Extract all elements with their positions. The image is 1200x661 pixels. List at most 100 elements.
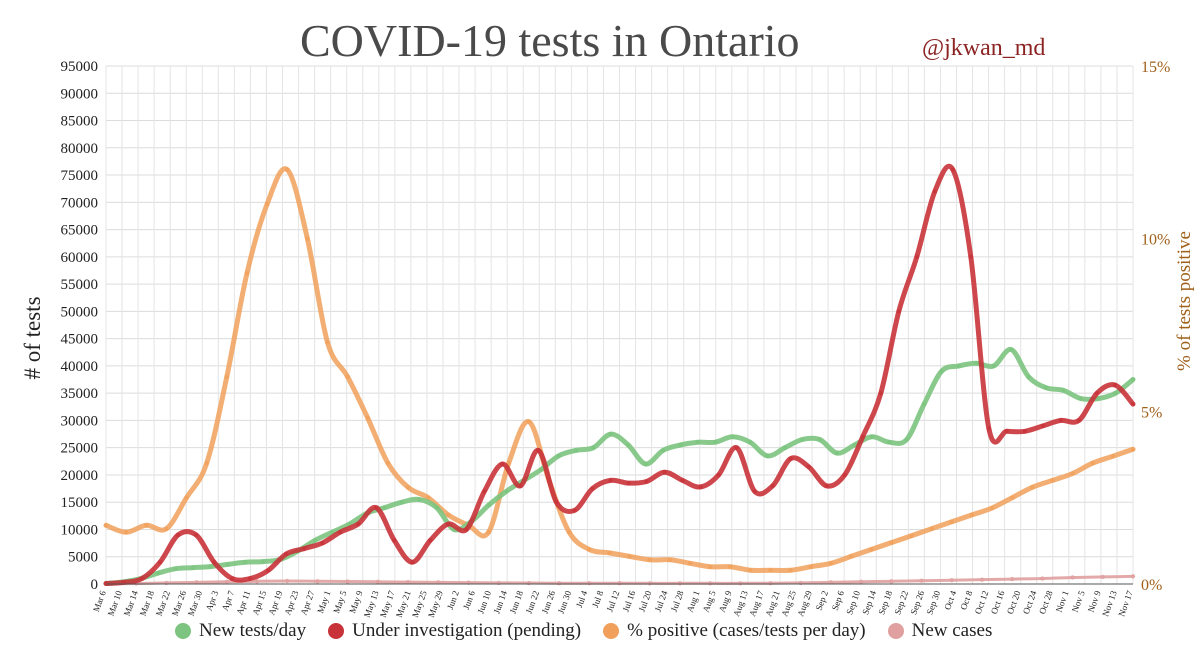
data-point-new-cases bbox=[1100, 574, 1105, 580]
legend-marker-pending bbox=[328, 623, 345, 639]
data-point-under-investigation-pending bbox=[590, 486, 595, 491]
legend-item-positive: % positive (cases/tests per day) bbox=[603, 620, 866, 642]
x-tick-label: Oct 8 bbox=[958, 589, 974, 611]
data-point-under-investigation-pending bbox=[734, 445, 739, 450]
data-point-under-investigation-pending bbox=[1112, 382, 1118, 388]
data-point-under-investigation-pending bbox=[1076, 418, 1082, 423]
legend-marker-tests bbox=[175, 623, 191, 639]
data-point-new-tests-day bbox=[974, 360, 979, 366]
y-tick-label: 85000 bbox=[61, 114, 99, 130]
chart-title: COVID-19 tests in Ontario bbox=[300, 15, 800, 66]
x-tick-label: Oct 16 bbox=[989, 589, 1007, 616]
data-point-new-tests-day bbox=[782, 445, 788, 450]
legend-label-tests: New tests/day bbox=[199, 620, 307, 641]
data-point-new-cases bbox=[194, 580, 199, 585]
x-tick-label: Jul 28 bbox=[669, 589, 686, 613]
x-tick-label: Jul 4 bbox=[574, 589, 589, 609]
data-point-new-cases bbox=[707, 581, 713, 586]
data-point-under-investigation-pending bbox=[121, 580, 127, 585]
data-point-new-tests-day bbox=[991, 363, 996, 369]
x-tick-label: Sep 2 bbox=[814, 589, 830, 611]
data-point-new-cases bbox=[889, 579, 894, 584]
x-tick-label: Apr 3 bbox=[204, 589, 221, 612]
data-point-positive-cases-tests-per-day bbox=[285, 167, 290, 172]
x-tick-label: Sep 30 bbox=[924, 589, 942, 616]
data-point-positive-cases-tests-per-day bbox=[184, 495, 189, 500]
data-point-new-tests-day bbox=[730, 434, 735, 439]
data-point-new-tests-day bbox=[1095, 396, 1101, 401]
data-point-new-cases bbox=[526, 580, 532, 586]
x-tick-label: Jun 18 bbox=[508, 589, 526, 615]
data-point-new-tests-day bbox=[921, 401, 927, 407]
data-point-new-tests-day bbox=[538, 467, 544, 472]
y-tick-label: 25000 bbox=[61, 441, 99, 457]
x-tick-label: Nov 9 bbox=[1086, 589, 1103, 614]
data-point-positive-cases-tests-per-day bbox=[325, 340, 330, 345]
data-point-new-tests-day bbox=[504, 489, 509, 494]
data-point-new-tests-day bbox=[939, 369, 944, 374]
data-point-under-investigation-pending bbox=[662, 470, 667, 475]
data-point-new-cases bbox=[556, 580, 562, 586]
y-tick-label: 70000 bbox=[61, 195, 99, 211]
y-tick-label: 40000 bbox=[61, 359, 99, 375]
data-point-positive-cases-tests-per-day bbox=[1070, 471, 1075, 476]
data-point-positive-cases-tests-per-day bbox=[768, 567, 773, 573]
y-axis-ticks: 0 5000 10000 15000 20000 25000 30000 35000 40000… bbox=[61, 59, 99, 593]
data-point-new-tests-day bbox=[173, 566, 178, 571]
data-point-new-tests-day bbox=[591, 445, 596, 450]
data-point-under-investigation-pending bbox=[896, 309, 901, 314]
data-point-positive-cases-tests-per-day bbox=[949, 519, 954, 525]
x-tick-label: Jun 2 bbox=[445, 589, 461, 611]
data-point-positive-cases-tests-per-day bbox=[607, 550, 612, 556]
x-tick-label: Jun 14 bbox=[492, 589, 510, 615]
data-point-positive-cases-tests-per-day bbox=[848, 554, 854, 559]
data-point-positive-cases-tests-per-day bbox=[405, 485, 411, 490]
legend-item-cases: New cases bbox=[887, 620, 992, 642]
data-point-positive-cases-tests-per-day bbox=[989, 505, 995, 511]
data-point-positive-cases-tests-per-day bbox=[889, 540, 894, 545]
y2-tick-label: 15% bbox=[1141, 59, 1170, 76]
legend-item-tests: New tests/day bbox=[175, 620, 306, 642]
x-tick-label: May 1 bbox=[315, 589, 332, 614]
data-point-under-investigation-pending bbox=[752, 489, 757, 494]
y2-tick-label: 5% bbox=[1141, 404, 1162, 421]
y-axis-label: # of tests bbox=[20, 296, 45, 380]
x-tick-label: Oct 4 bbox=[942, 589, 958, 611]
data-point-new-tests-day bbox=[643, 461, 648, 467]
data-point-positive-cases-tests-per-day bbox=[909, 533, 914, 538]
data-point-new-tests-day bbox=[852, 442, 857, 448]
data-point-under-investigation-pending bbox=[986, 426, 992, 431]
data-point-new-cases bbox=[285, 578, 290, 584]
grid-lines bbox=[105, 65, 1134, 585]
y2-tick-label: 0% bbox=[1141, 577, 1162, 594]
y-tick-label: 75000 bbox=[61, 168, 99, 184]
data-point-new-tests-day bbox=[417, 497, 422, 502]
data-point-new-tests-day bbox=[678, 442, 683, 448]
x-tick-label: Jun 10 bbox=[475, 589, 493, 615]
x-tick-label: Jul 24 bbox=[653, 589, 670, 613]
data-point-under-investigation-pending bbox=[608, 478, 613, 483]
data-point-new-tests-day bbox=[225, 562, 231, 567]
x-tick-label: Jul 20 bbox=[637, 589, 654, 613]
data-point-positive-cases-tests-per-day bbox=[728, 564, 733, 569]
y-tick-label: 55000 bbox=[61, 277, 99, 293]
legend-label-positive: % positive (cases/tests per day) bbox=[627, 620, 866, 641]
data-point-new-cases bbox=[617, 580, 622, 586]
data-point-new-cases bbox=[979, 577, 985, 582]
data-point-new-cases bbox=[738, 581, 743, 586]
x-tick-label: May 29 bbox=[426, 589, 445, 619]
y-tick-label: 10000 bbox=[61, 522, 99, 538]
x-tick-label: Nov 5 bbox=[1070, 589, 1087, 614]
data-point-positive-cases-tests-per-day bbox=[667, 557, 673, 563]
x-tick-label: Jul 12 bbox=[605, 589, 622, 613]
x-tick-label: Jul 16 bbox=[621, 589, 638, 613]
x-tick-label: Apr 27 bbox=[298, 589, 316, 617]
data-point-new-tests-day bbox=[800, 437, 805, 442]
data-point-under-investigation-pending bbox=[842, 472, 847, 478]
y-tick-label: 50000 bbox=[61, 304, 99, 320]
data-point-new-tests-day bbox=[556, 453, 561, 459]
data-point-under-investigation-pending bbox=[1058, 418, 1064, 423]
x-tick-label: May 9 bbox=[347, 589, 365, 615]
data-point-new-cases bbox=[224, 579, 230, 585]
